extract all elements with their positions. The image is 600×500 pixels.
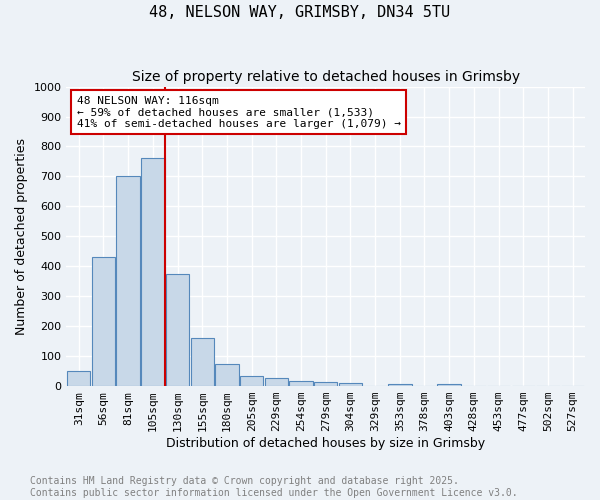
Bar [388,384,412,386]
Title: Size of property relative to detached houses in Grimsby: Size of property relative to detached ho… [131,70,520,84]
Bar [166,274,189,386]
Bar [141,158,164,386]
Bar [215,364,239,386]
Y-axis label: Number of detached properties: Number of detached properties [15,138,28,335]
Bar [67,371,91,386]
X-axis label: Distribution of detached houses by size in Grimsby: Distribution of detached houses by size … [166,437,485,450]
Bar [92,258,115,386]
Bar [437,384,461,386]
Bar [116,176,140,386]
Bar [338,383,362,386]
Bar [191,338,214,386]
Bar [240,376,263,386]
Text: 48, NELSON WAY, GRIMSBY, DN34 5TU: 48, NELSON WAY, GRIMSBY, DN34 5TU [149,5,451,20]
Text: Contains HM Land Registry data © Crown copyright and database right 2025.
Contai: Contains HM Land Registry data © Crown c… [30,476,518,498]
Bar [314,382,337,386]
Text: 48 NELSON WAY: 116sqm
← 59% of detached houses are smaller (1,533)
41% of semi-d: 48 NELSON WAY: 116sqm ← 59% of detached … [77,96,401,128]
Bar [289,380,313,386]
Bar [265,378,288,386]
